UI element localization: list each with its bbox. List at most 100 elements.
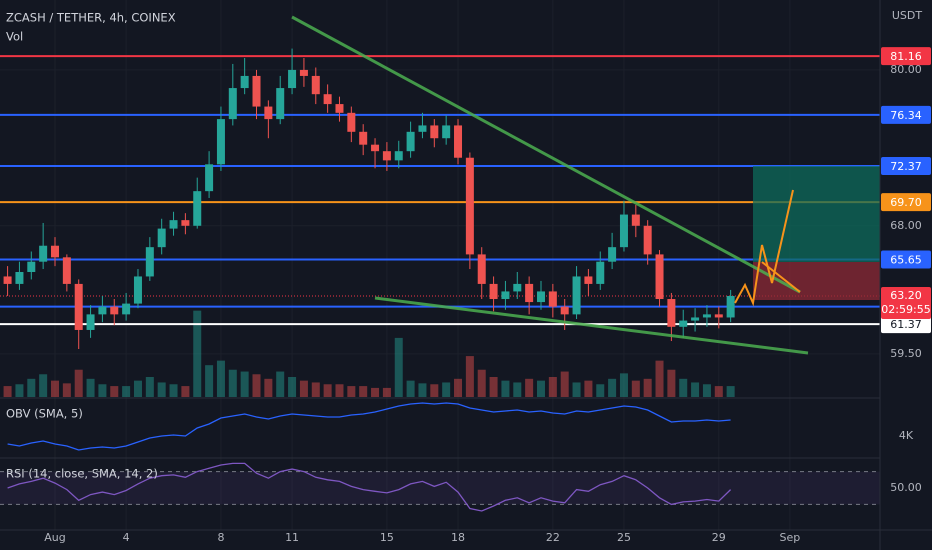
candle-body xyxy=(39,245,48,262)
volume-bar xyxy=(62,383,71,397)
candle-body xyxy=(157,228,166,248)
volume-bar xyxy=(133,380,142,397)
volume-legend: Vol xyxy=(6,30,23,44)
volume-bar xyxy=(655,360,664,397)
level-label: 81.16 xyxy=(890,50,922,63)
candle-body xyxy=(323,94,332,105)
candle-body xyxy=(228,88,237,120)
candle-body xyxy=(465,157,474,255)
volume-bar xyxy=(15,384,24,397)
volume-bar xyxy=(560,371,569,397)
series xyxy=(3,48,735,512)
volume-bar xyxy=(276,371,285,397)
volume-bar xyxy=(442,382,451,397)
volume-bar xyxy=(525,378,534,397)
candle-body xyxy=(454,125,463,158)
candle-body xyxy=(406,131,415,152)
volume-bar xyxy=(193,310,202,397)
candle-body xyxy=(513,283,522,292)
candle-body xyxy=(501,291,510,300)
volume-bar xyxy=(394,337,403,397)
volume-bar xyxy=(702,384,711,397)
level-label-box xyxy=(881,250,931,269)
candle-body xyxy=(619,214,628,248)
volume-bar xyxy=(691,382,700,397)
y-tick-label: 59.50 xyxy=(890,347,922,360)
candle-body xyxy=(608,247,617,262)
candle-body xyxy=(584,276,593,284)
volume-bar xyxy=(145,377,154,397)
x-tick-label: 11 xyxy=(285,531,299,544)
volume-bar xyxy=(347,386,356,397)
trendline xyxy=(291,15,801,294)
volume-bar xyxy=(181,386,190,397)
candle-body xyxy=(145,247,154,277)
volume-bar xyxy=(288,377,297,397)
level-label-box xyxy=(881,193,931,212)
volume-bar xyxy=(631,380,640,397)
candle-body xyxy=(489,283,498,300)
candle-body xyxy=(631,214,640,226)
candle-body xyxy=(110,306,119,315)
level-label-box xyxy=(881,157,931,176)
candle-body xyxy=(536,291,545,303)
level-label: 61.37 xyxy=(890,318,922,331)
level-label: 72.37 xyxy=(890,160,922,173)
candle-body xyxy=(477,254,486,284)
last-price-box xyxy=(881,286,931,319)
candle-body xyxy=(193,191,202,226)
volume-bar xyxy=(371,387,380,397)
candle-body xyxy=(714,314,723,318)
volume-bar xyxy=(548,377,557,397)
volume-bar xyxy=(608,378,617,397)
volume-bar xyxy=(382,387,391,397)
candle-body xyxy=(62,257,71,284)
countdown: 02:59:55 xyxy=(881,303,930,316)
currency-label: USDT xyxy=(892,9,923,22)
level-label: 69.70 xyxy=(890,196,922,209)
candle-body xyxy=(560,306,569,315)
volume-bar xyxy=(335,384,344,397)
candle-body xyxy=(702,314,711,318)
volume-bar xyxy=(359,386,368,397)
volume-bar xyxy=(489,377,498,397)
volume-bar xyxy=(122,386,131,397)
candle-body xyxy=(74,283,83,330)
volume-bar xyxy=(157,382,166,397)
candle-body xyxy=(169,220,178,229)
candle-body xyxy=(382,151,391,161)
candle-body xyxy=(98,306,107,315)
y-tick-label: 80.00 xyxy=(890,63,922,76)
long-position-stop xyxy=(753,262,880,300)
volume-bar xyxy=(619,373,628,397)
candle-body xyxy=(276,88,285,120)
volume-bar xyxy=(311,382,320,397)
candle-body xyxy=(205,164,214,192)
projection-path xyxy=(761,261,801,293)
volume-bar xyxy=(240,371,249,397)
long-position-target xyxy=(753,166,880,262)
y-tick-label: 68.00 xyxy=(890,219,922,232)
candle-body xyxy=(643,225,652,255)
candle-body xyxy=(264,106,273,120)
volume-bar xyxy=(264,378,273,397)
candle-body xyxy=(679,320,688,327)
y-tick-label: 4K xyxy=(899,429,914,442)
y-tick-label: 50.00 xyxy=(890,481,922,494)
candle-body xyxy=(418,125,427,132)
volume-bar xyxy=(228,369,237,397)
level-label-box xyxy=(881,105,931,124)
x-tick-label: Sep xyxy=(780,531,801,544)
volume-bar xyxy=(513,382,522,397)
level-label-box xyxy=(881,47,931,66)
volume-bar xyxy=(454,378,463,397)
volume-bar xyxy=(323,384,332,397)
rsi-legend: RSI (14, close, SMA, 14, 2) xyxy=(6,467,158,481)
rsi-band xyxy=(0,471,880,505)
volume-bar xyxy=(27,378,36,397)
volume-bar xyxy=(205,365,214,397)
candle-body xyxy=(240,75,249,89)
level-label-box xyxy=(881,315,931,334)
volume-bar xyxy=(714,386,723,397)
